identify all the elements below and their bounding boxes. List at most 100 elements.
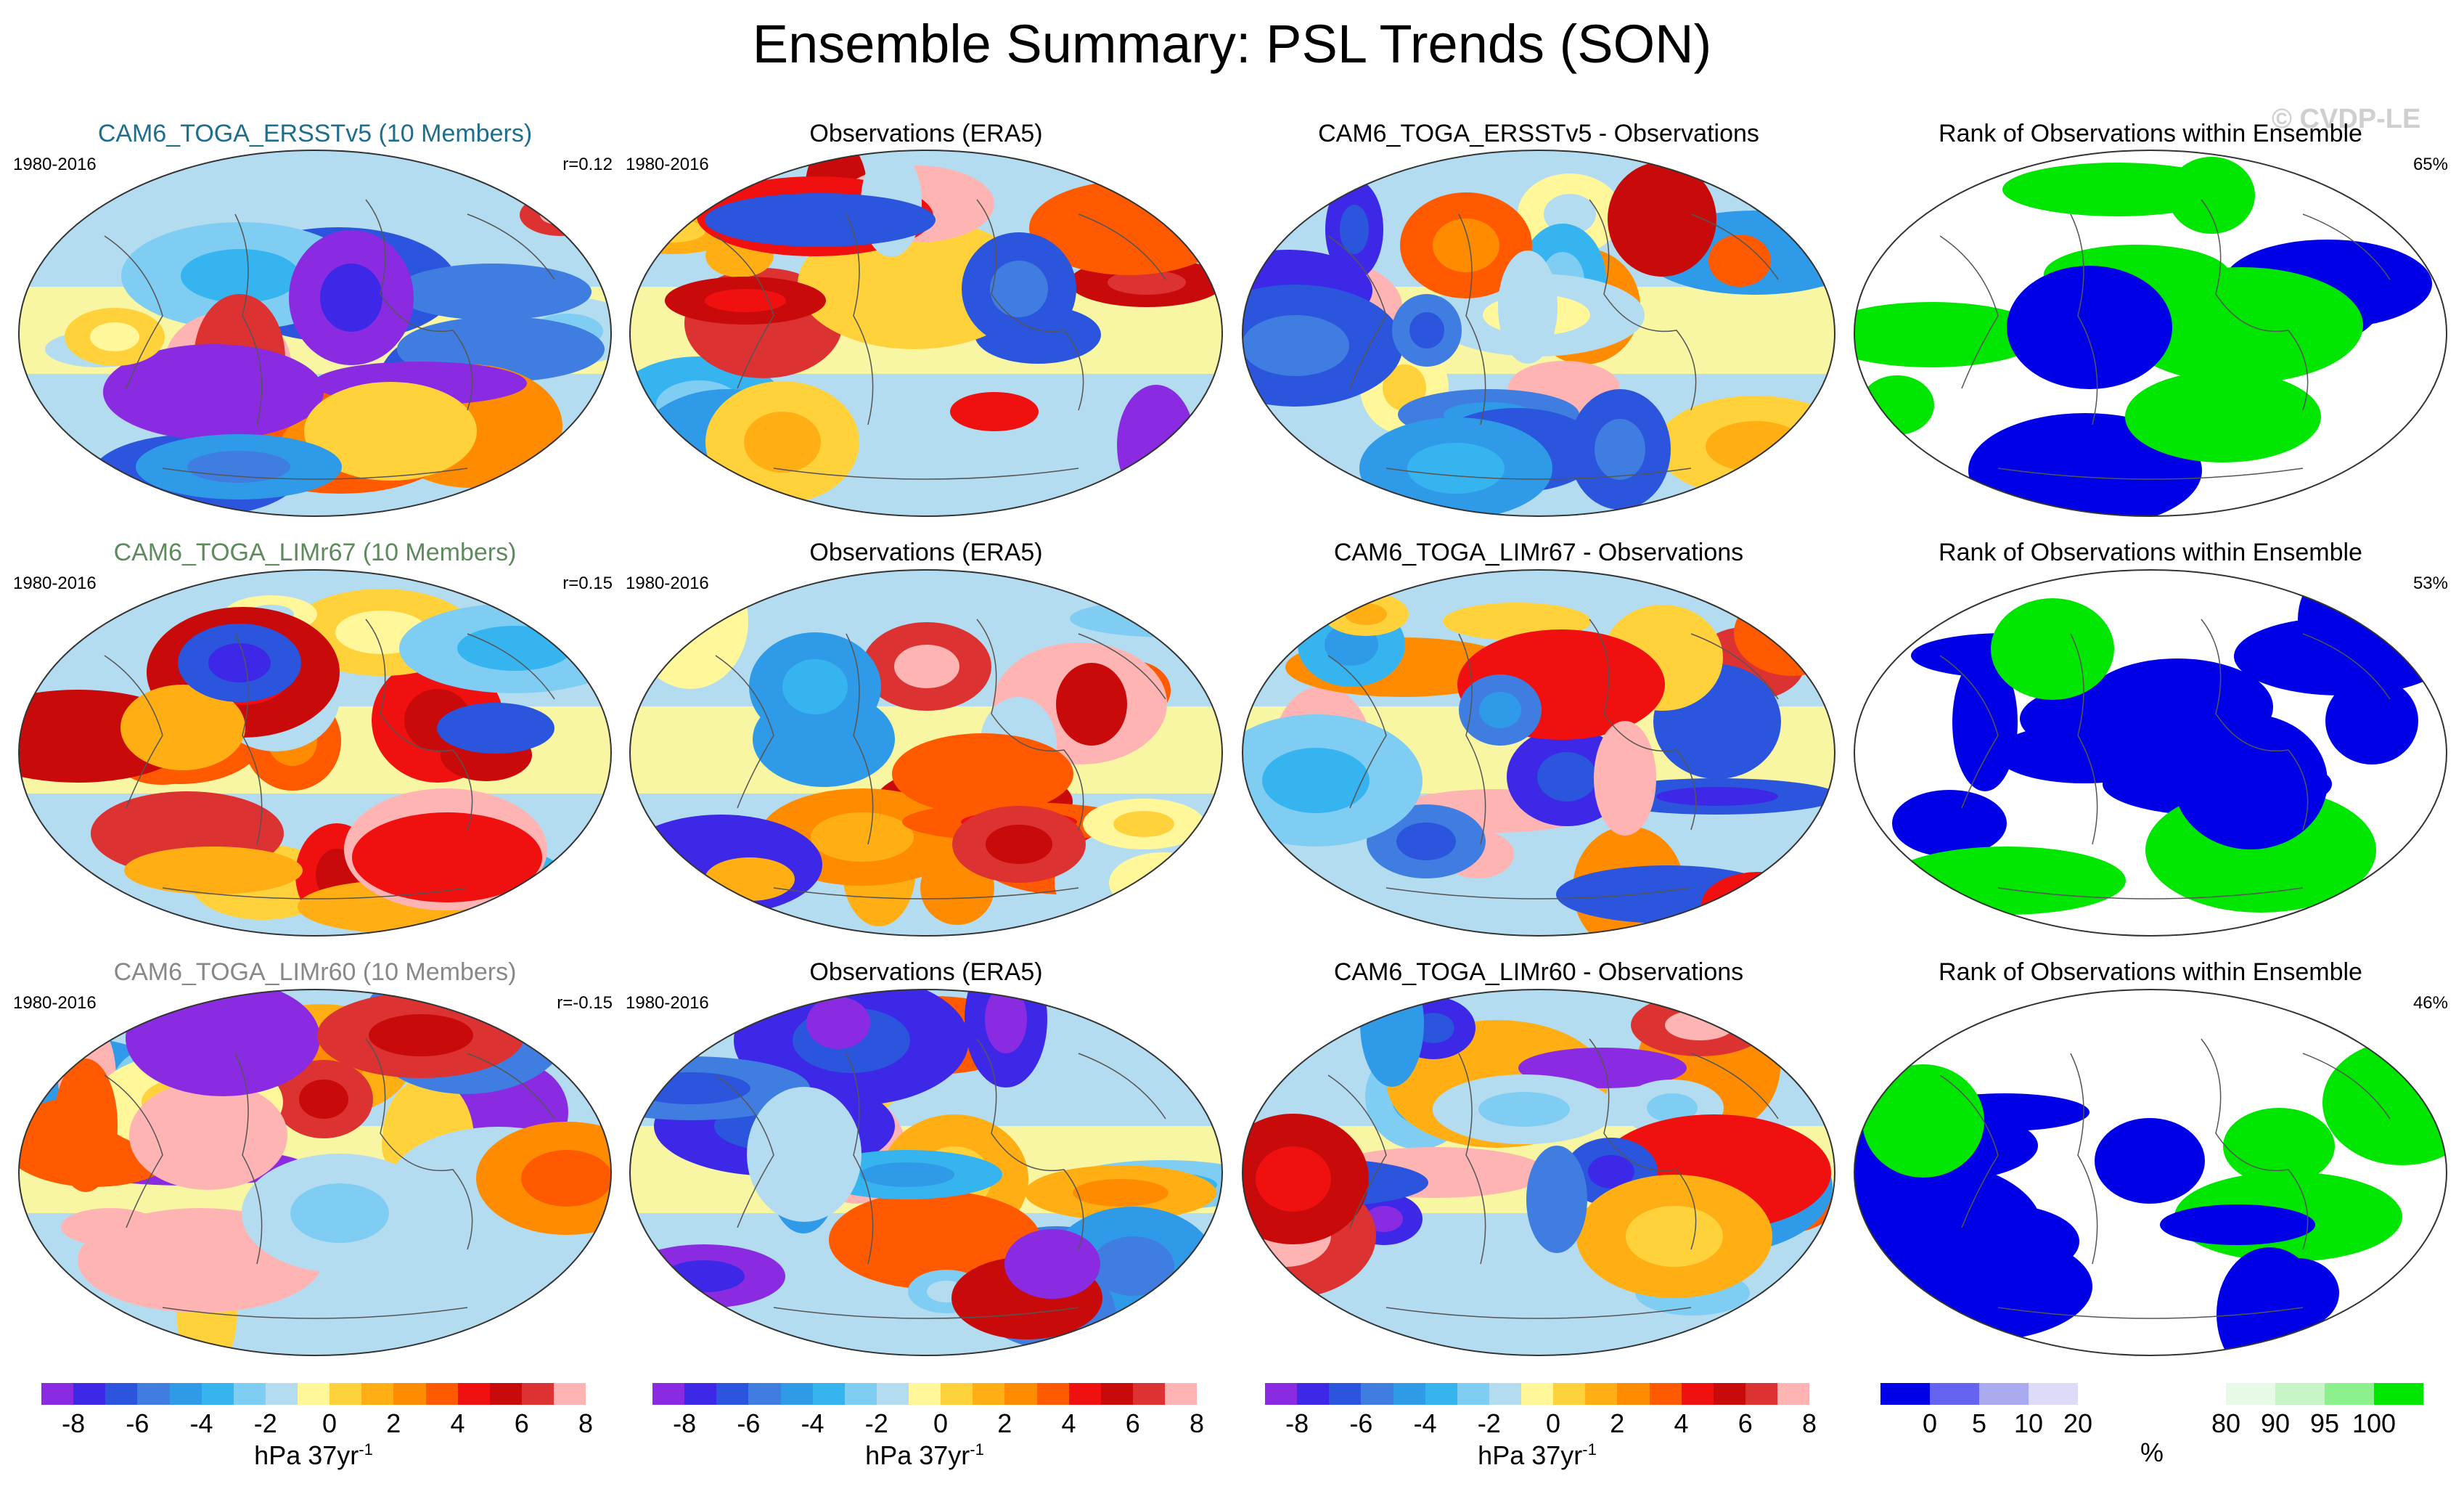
colorbar-swatch <box>1930 1383 1979 1405</box>
colorbar-swatch <box>2177 1383 2226 1405</box>
rank-percent: 53% <box>2412 574 2448 593</box>
colorbar-swatch <box>1979 1383 2029 1405</box>
rank-panel-title: Rank of Observations within Ensemble <box>1939 539 2362 566</box>
psl-colorbar <box>652 1383 1198 1405</box>
model-panel-title: CAM6_TOGA_LIMr67 (10 Members) <box>113 539 517 566</box>
colorbar-swatch <box>1489 1383 1521 1405</box>
rank-colorbar-tick-label: 0 <box>1922 1408 1938 1438</box>
colorbar-swatch <box>844 1383 877 1405</box>
colorbar-tick-label: 4 <box>450 1408 465 1438</box>
diff-panel-title: CAM6_TOGA_ERSSTv5 - Observations <box>1318 120 1759 147</box>
colorbar-swatch <box>1100 1383 1133 1405</box>
obs-map <box>629 568 1224 937</box>
colorbar-tick-label: -4 <box>189 1408 213 1438</box>
psl-colorbar <box>1265 1383 1810 1405</box>
colorbar-swatch <box>1265 1383 1298 1405</box>
figure-title: Ensemble Summary: PSL Trends (SON) <box>752 14 1712 74</box>
model-map <box>17 568 613 937</box>
obs-panel-title: Observations (ERA5) <box>809 120 1043 147</box>
obs-period-label: 1980-2016 <box>626 574 709 593</box>
rank-colorbar-tick-label: 100 <box>2352 1408 2397 1438</box>
diff-map <box>1241 149 1836 518</box>
unit-exponent: -1 <box>1582 1440 1597 1459</box>
unit-text: hPa 37yr <box>865 1440 970 1470</box>
colorbar-swatch <box>2374 1383 2423 1405</box>
period-label: 1980-2016 <box>13 993 97 1013</box>
colorbar-tick-label: 0 <box>322 1408 337 1438</box>
colorbar-swatch <box>489 1383 522 1405</box>
colorbar-swatch <box>1880 1383 1930 1405</box>
obs-panel-title: Observations (ERA5) <box>809 958 1043 986</box>
colorbar-swatch <box>105 1383 138 1405</box>
model-panel-title: CAM6_TOGA_ERSSTv5 (10 Members) <box>97 120 533 147</box>
unit-exponent: -1 <box>359 1440 373 1459</box>
colorbar-swatch <box>361 1383 394 1405</box>
rank-percent: 65% <box>2412 155 2448 174</box>
model-map <box>17 149 613 518</box>
colorbar-tick-label: 4 <box>1674 1408 1689 1438</box>
rank-panel-title: Rank of Observations within Ensemble <box>1939 120 2362 147</box>
colorbar-swatch <box>73 1383 106 1405</box>
colorbar-swatch <box>425 1383 458 1405</box>
colorbar-swatch <box>684 1383 717 1405</box>
colorbar-swatch <box>780 1383 813 1405</box>
colorbar-swatch <box>876 1383 909 1405</box>
colorbar-tick-label: -8 <box>1285 1408 1309 1438</box>
watermark: © CVDP-LE <box>2272 104 2421 134</box>
rank-map <box>1853 149 2448 518</box>
colorbar-swatch <box>1132 1383 1165 1405</box>
colorbar-swatch <box>330 1383 362 1405</box>
colorbar-swatch <box>1521 1383 1554 1405</box>
colorbar-tick-label: 0 <box>1546 1408 1561 1438</box>
colorbar-swatch <box>1165 1383 1198 1405</box>
colorbar-unit-label: hPa 37yr-1 <box>865 1440 984 1471</box>
colorbar-swatch <box>1745 1383 1777 1405</box>
rank-colorbar-tick-label: 10 <box>2013 1408 2044 1438</box>
colorbar-tick-label: 4 <box>1061 1408 1076 1438</box>
colorbar-swatch <box>2275 1383 2325 1405</box>
colorbar-swatch <box>2078 1383 2127 1405</box>
colorbar-swatch <box>1713 1383 1745 1405</box>
model-map <box>17 988 613 1357</box>
colorbar-tick-label: -2 <box>864 1408 888 1438</box>
colorbar-swatch <box>1777 1383 1810 1405</box>
colorbar-swatch <box>521 1383 554 1405</box>
rank-colorbar-tick-label: 20 <box>2063 1408 2093 1438</box>
colorbar-swatch <box>2226 1383 2275 1405</box>
pattern-correlation: r=0.15 <box>562 574 613 593</box>
obs-map <box>629 149 1224 518</box>
colorbar-swatch <box>973 1383 1005 1405</box>
colorbar-swatch <box>1393 1383 1425 1405</box>
colorbar-swatch <box>748 1383 781 1405</box>
rank-colorbar-tick-label: 5 <box>1971 1408 1987 1438</box>
rank-colorbar-unit-label: % <box>2140 1437 2164 1467</box>
obs-panel-title: Observations (ERA5) <box>809 539 1043 566</box>
colorbar-swatch <box>554 1383 586 1405</box>
colorbar-unit-label: hPa 37yr-1 <box>1478 1440 1597 1471</box>
diff-map <box>1241 988 1836 1357</box>
colorbar-swatch <box>1425 1383 1457 1405</box>
colorbar-swatch <box>169 1383 202 1405</box>
colorbar-tick-label: -4 <box>801 1408 824 1438</box>
colorbar-swatch <box>909 1383 941 1405</box>
colorbar-tick-label: 6 <box>514 1408 529 1438</box>
colorbar-tick-label: -8 <box>673 1408 697 1438</box>
rank-panel-title: Rank of Observations within Ensemble <box>1939 958 2362 986</box>
colorbar-tick-label: 8 <box>1801 1408 1817 1438</box>
period-label: 1980-2016 <box>13 574 97 593</box>
obs-period-label: 1980-2016 <box>626 993 709 1013</box>
colorbar-tick-label: 0 <box>933 1408 949 1438</box>
colorbar-swatch <box>393 1383 426 1405</box>
rank-colorbar-tick-label: 80 <box>2211 1408 2241 1438</box>
colorbar-tick-label: -6 <box>737 1408 761 1438</box>
diff-map <box>1241 568 1836 937</box>
colorbar-tick-label: -6 <box>126 1408 150 1438</box>
colorbar-swatch <box>137 1383 170 1405</box>
colorbar-swatch <box>812 1383 845 1405</box>
colorbar-swatch <box>1004 1383 1037 1405</box>
unit-exponent: -1 <box>970 1440 984 1459</box>
colorbar-tick-label: -2 <box>1477 1408 1501 1438</box>
colorbar-swatch <box>1649 1383 1682 1405</box>
diff-panel-title: CAM6_TOGA_LIMr60 - Observations <box>1333 958 1744 986</box>
colorbar-swatch <box>1361 1383 1393 1405</box>
